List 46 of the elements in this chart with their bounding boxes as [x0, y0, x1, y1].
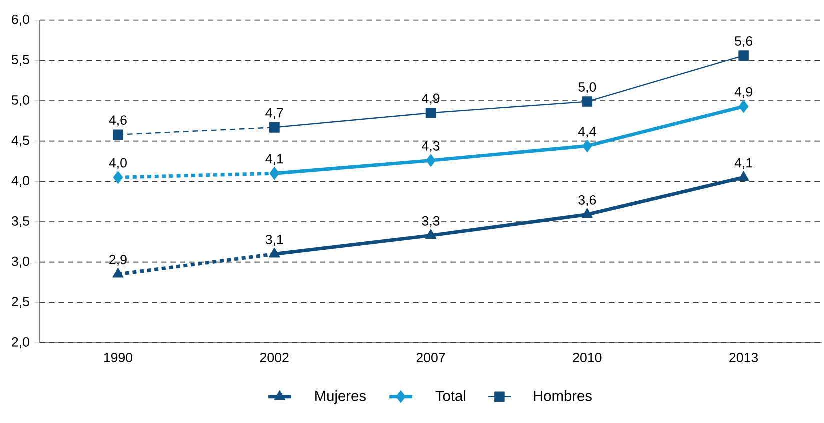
y-tick-label: 2,5: [12, 297, 30, 308]
x-tick-label: 2002: [260, 353, 289, 362]
data-label: 4,4: [578, 127, 596, 138]
point: [582, 208, 593, 218]
point: [113, 171, 124, 184]
data-label: 4,9: [734, 87, 752, 98]
data-label: 4,1: [266, 154, 284, 166]
x-tick-label: 2013: [730, 353, 758, 362]
data-label: 3,1: [266, 234, 284, 246]
point: [113, 130, 124, 140]
y-tick-label: 6,0: [12, 14, 30, 26]
data-label: 4,3: [422, 141, 440, 152]
data-label: 4,6: [109, 116, 127, 127]
y-tick-label: 3,5: [12, 216, 30, 228]
y-tick-label: 4,5: [12, 136, 30, 147]
data-label: 3,6: [578, 195, 596, 206]
data-label: 4,9: [422, 94, 440, 105]
point: [425, 229, 437, 240]
y-tick-label: 5,0: [12, 95, 30, 107]
x-tick-label: 2007: [416, 353, 446, 362]
point: [269, 248, 280, 258]
data-label: 2,9: [110, 255, 127, 266]
legend-label: Total: [436, 390, 466, 402]
data-label: 3,3: [422, 216, 440, 228]
data-label: 5,0: [578, 82, 596, 94]
legend-label: Mujeres: [316, 390, 366, 404]
point: [582, 96, 593, 107]
point: [738, 100, 749, 113]
point: [738, 171, 750, 181]
point: [269, 122, 280, 133]
data-label: 4,1: [734, 158, 752, 170]
data-label: 5,6: [735, 36, 752, 48]
data-label: 4,0: [109, 158, 127, 170]
point: [426, 108, 436, 118]
y-tick-label: 3,0: [12, 256, 30, 268]
point: [582, 140, 592, 152]
point: [426, 154, 436, 168]
x-tick-label: 1990: [104, 353, 133, 362]
x-tick-label: 2010: [573, 353, 602, 362]
data-label: 4,7: [266, 108, 284, 120]
y-tick-label: 2,0: [12, 337, 30, 349]
point: [738, 50, 749, 61]
point: [270, 167, 280, 180]
y-tick-label: 4,0: [12, 176, 30, 188]
legend-label: Hombres: [534, 390, 592, 402]
y-tick-label: 5,5: [12, 55, 30, 66]
